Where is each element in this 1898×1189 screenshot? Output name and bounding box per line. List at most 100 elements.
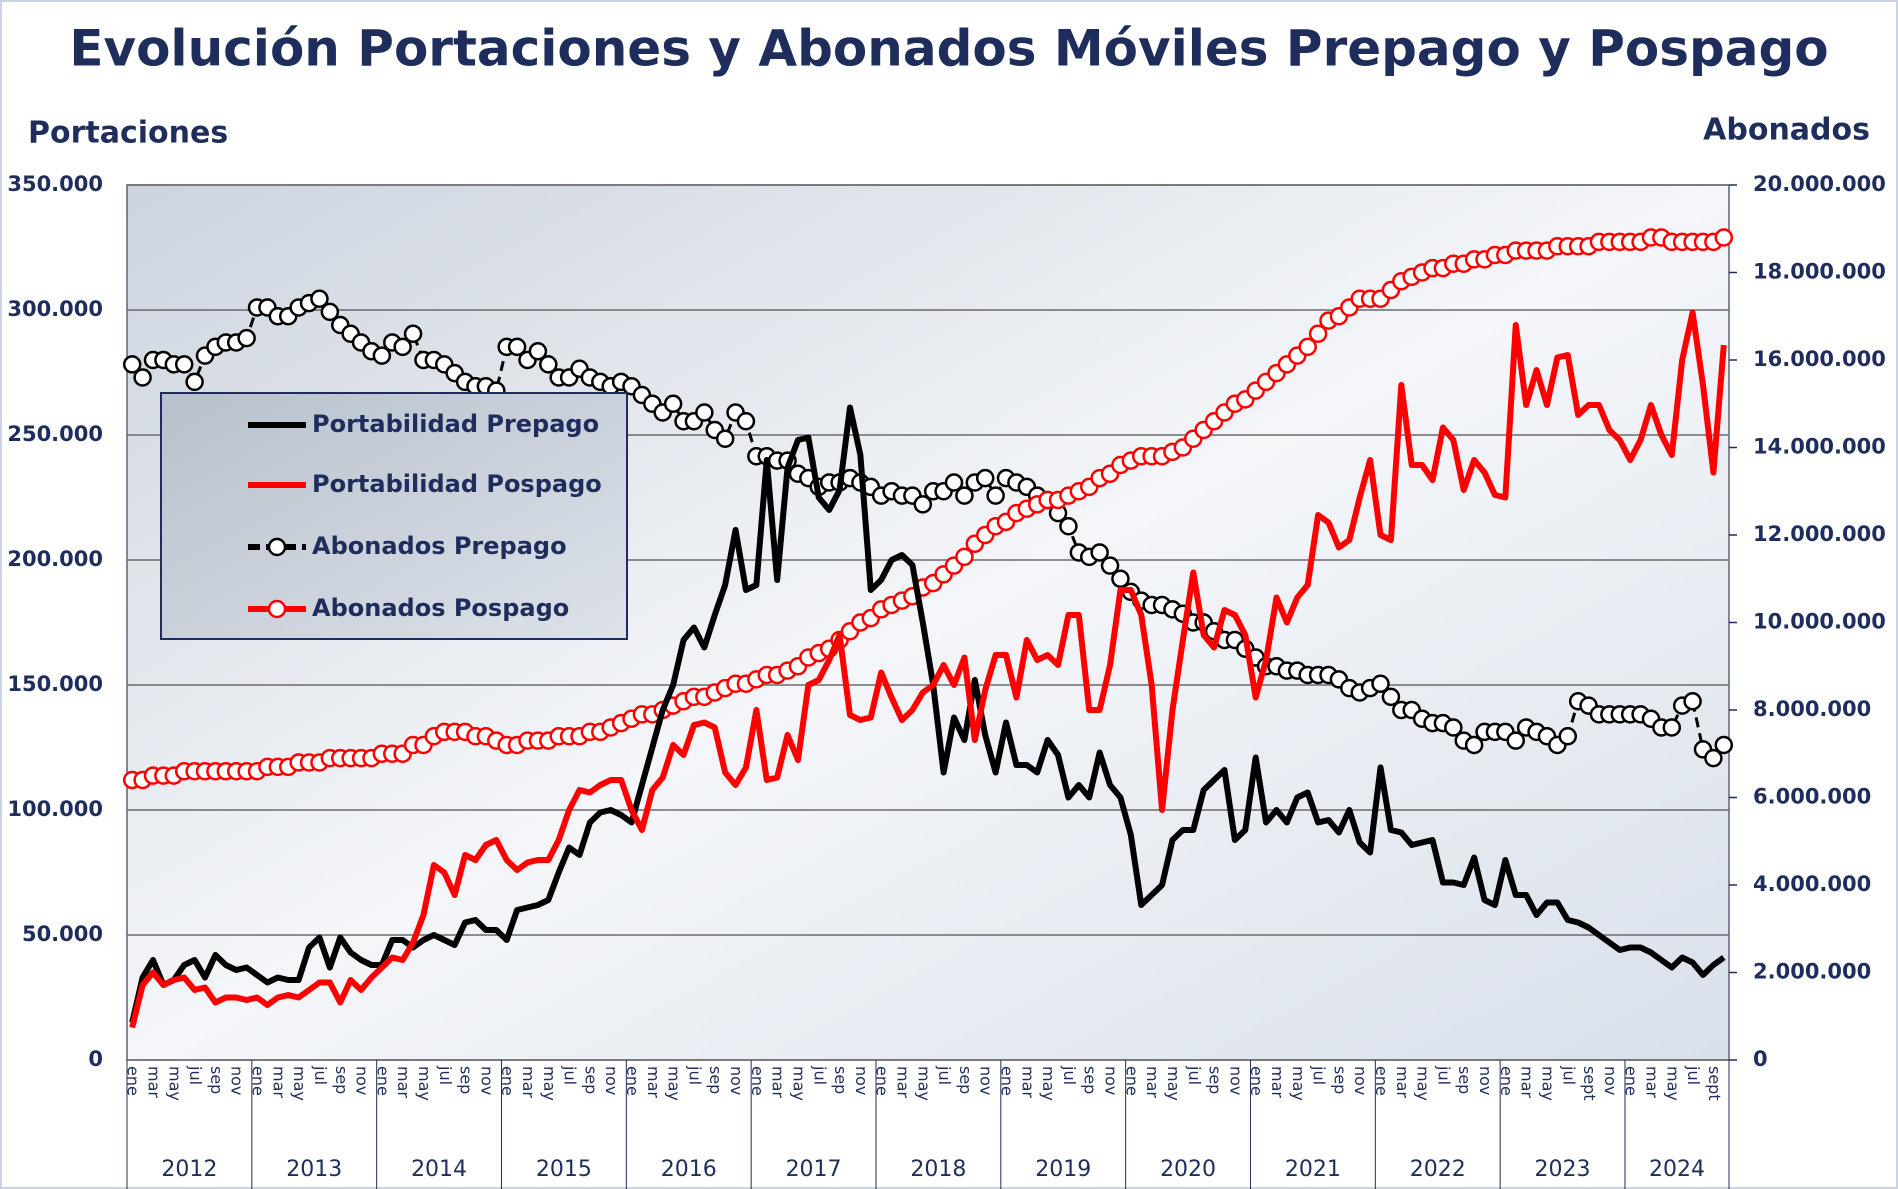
x-tick-label: jul <box>1060 1065 1079 1085</box>
data-point <box>986 486 1005 505</box>
y2-tick-label: 2.000.000 <box>1753 960 1871 984</box>
data-point <box>944 473 964 492</box>
data-point <box>185 372 204 392</box>
data-point <box>1381 687 1401 707</box>
x-tick-label: nov <box>1351 1066 1370 1095</box>
x-tick-label: may <box>1164 1066 1183 1101</box>
x-tick-label: jul <box>1310 1065 1329 1085</box>
x-tick-label: sep <box>1455 1066 1474 1094</box>
data-point <box>122 355 142 374</box>
x-tick-label: sep <box>332 1066 351 1094</box>
y2-tick-label: 16.000.000 <box>1753 347 1886 371</box>
legend-box <box>160 392 628 640</box>
data-point <box>1506 731 1525 750</box>
x-tick-label: sep <box>1206 1066 1225 1094</box>
x-tick-label: ene <box>249 1066 268 1096</box>
x-tick-label: ene <box>873 1066 892 1096</box>
data-point <box>913 495 933 514</box>
data-point <box>372 346 392 365</box>
x-tick-label: sep <box>207 1066 226 1094</box>
x-tick-label: mar <box>1393 1066 1412 1098</box>
x-tick-label: mar <box>394 1066 413 1098</box>
year-label: 2023 <box>1535 1157 1591 1182</box>
data-point <box>955 486 974 505</box>
legend-label: Portabilidad Prepago <box>312 410 599 438</box>
year-label: 2019 <box>1035 1157 1091 1182</box>
x-tick-label: may <box>1039 1066 1058 1101</box>
porting-line <box>129 404 1726 1024</box>
x-tick-label: jul <box>1559 1065 1578 1085</box>
x-tick-label: nov <box>1476 1066 1495 1095</box>
data-point <box>1371 674 1390 693</box>
x-tick-label: ene <box>1122 1066 1141 1096</box>
x-tick-label: mar <box>1143 1066 1162 1098</box>
legend-marker <box>267 599 287 619</box>
data-point <box>539 355 558 374</box>
x-tick-label: jul <box>1185 1065 1204 1085</box>
x-tick-label: jul <box>1684 1065 1703 1085</box>
year-label: 2021 <box>1285 1157 1341 1182</box>
x-tick-label: mar <box>145 1066 164 1098</box>
y2-tick-label: 0 <box>1753 1047 1768 1071</box>
y-axis-title: Portaciones <box>28 116 228 151</box>
x-tick-label: nov <box>1102 1066 1121 1095</box>
data-point <box>174 355 194 374</box>
data-point <box>663 394 683 413</box>
x-tick-label: mar <box>1018 1066 1037 1098</box>
x-tick-label: ene <box>1372 1066 1391 1096</box>
x-tick-label: mar <box>1268 1066 1287 1098</box>
x-tick-label: may <box>415 1066 434 1101</box>
year-label: 2017 <box>786 1157 842 1182</box>
x-tick-label: ene <box>1622 1066 1641 1096</box>
year-label: 2018 <box>910 1157 966 1182</box>
y2-tick-label: 4.000.000 <box>1753 872 1871 896</box>
y2-tick-label: 14.000.000 <box>1753 435 1886 459</box>
data-point <box>955 547 974 567</box>
year-label: 2013 <box>286 1157 342 1182</box>
y-tick-label: 150.000 <box>7 672 103 696</box>
x-tick-label: may <box>914 1066 933 1101</box>
data-point <box>1662 718 1682 737</box>
x-tick-label: jul <box>685 1065 704 1085</box>
x-tick-label: ene <box>498 1066 517 1096</box>
data-point <box>528 342 548 361</box>
year-label: 2012 <box>161 1157 217 1182</box>
x-tick-label: jul <box>186 1065 205 1085</box>
series <box>122 228 1734 1029</box>
x-tick-label: nov <box>852 1066 871 1095</box>
x-tick-label: ene <box>748 1066 767 1096</box>
data-point <box>1464 735 1484 755</box>
x-tick-label: may <box>1289 1066 1308 1101</box>
data-point <box>310 289 329 308</box>
x-tick-label: jul <box>436 1065 455 1085</box>
x-tick-label: sep <box>956 1066 975 1094</box>
data-point <box>1298 337 1317 357</box>
data-point <box>715 429 735 448</box>
x-tick-label: nov <box>1601 1066 1620 1095</box>
data-point <box>1059 517 1078 536</box>
x-tick-label: sep <box>1081 1066 1100 1094</box>
x-tick-label: may <box>290 1066 309 1101</box>
data-point <box>237 328 256 348</box>
year-label: 2014 <box>411 1157 467 1182</box>
data-point <box>695 403 714 422</box>
x-tick-label: sept <box>1705 1066 1724 1101</box>
x-tick-label: may <box>540 1066 559 1101</box>
x-tick-label: mar <box>893 1066 912 1098</box>
data-point <box>507 337 527 357</box>
x-tick-label: may <box>165 1066 184 1101</box>
legend-label: Abonados Pospago <box>312 594 569 622</box>
x-tick-label: nov <box>228 1066 247 1095</box>
x-tick-label: nov <box>477 1066 496 1095</box>
data-point <box>1558 727 1578 746</box>
chart-title: Evolución Portaciones y Abonados Móviles… <box>69 20 1828 78</box>
y-tick-label: 50.000 <box>22 922 103 946</box>
x-tick-label: jul <box>311 1065 330 1085</box>
x-tick-label: jul <box>935 1065 954 1085</box>
data-point <box>393 337 412 357</box>
y-tick-label: 0 <box>88 1047 103 1071</box>
legend-label: Portabilidad Pospago <box>312 470 602 498</box>
x-tick-label: mar <box>1518 1066 1537 1098</box>
x-tick-label: ene <box>998 1066 1017 1096</box>
